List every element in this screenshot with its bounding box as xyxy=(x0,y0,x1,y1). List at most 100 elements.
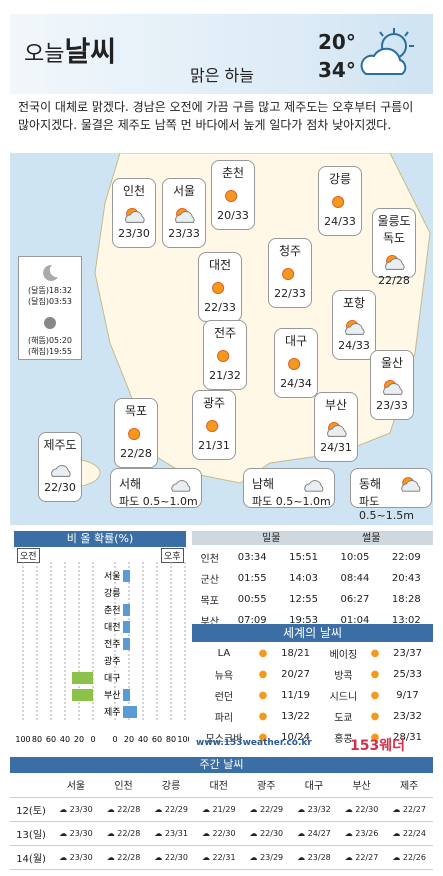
city-name: 울릉도 독도 xyxy=(377,214,411,245)
weekly-col: 광주 xyxy=(242,773,291,798)
axis-tick: 100 xyxy=(177,735,189,744)
sun-icon xyxy=(282,267,295,281)
world-title: 세계의 날씨 xyxy=(192,624,433,642)
rain-city: 대구 xyxy=(104,673,121,684)
sea-card: 동해 파도 0.5~1.5m xyxy=(350,468,432,522)
city-card: 부산 24/31 xyxy=(314,392,358,462)
tide-row: 부산 07:09 19:53 01:04 13:02 xyxy=(200,615,421,628)
am-bar xyxy=(72,672,93,684)
city-temp: 24/33 xyxy=(338,339,370,352)
sun-cloud-icon xyxy=(383,379,403,395)
world-row: 파리 ● 13/22 도쿄 ● 23/32 xyxy=(214,711,422,724)
pm-bar xyxy=(123,706,137,718)
world-row: 모스크바 ● 10/24 홍콩 ● 28/31 xyxy=(205,732,422,745)
weekly-col: 강릉 xyxy=(147,773,195,798)
header-banner xyxy=(10,14,433,94)
city-name: 청주 xyxy=(278,244,302,258)
rain-city: 제주 xyxy=(104,707,121,718)
world-row: 뉴욕 ● 20/27 방콕 ● 25/33 xyxy=(214,669,422,682)
axis-tick: 60 xyxy=(46,735,56,744)
city-card: 인천 23/30 xyxy=(112,178,156,248)
rain-city: 대전 xyxy=(104,622,121,633)
weekly-col: 대전 xyxy=(194,773,243,798)
axis-tick: 40 xyxy=(60,735,70,744)
city-name: 부산 xyxy=(324,398,348,412)
sea-name: 서해 xyxy=(119,477,142,491)
pm-bar xyxy=(123,638,130,650)
city-name: 춘천 xyxy=(221,166,245,180)
city-card: 서울 23/33 xyxy=(162,178,206,248)
weekly-col: 제주 xyxy=(385,773,433,798)
city-temp: 20/33 xyxy=(217,209,249,222)
site-url[interactable]: www.153weather.co.kr xyxy=(196,738,312,748)
city-temp: 23/30 xyxy=(118,227,150,240)
rain-city: 춘천 xyxy=(104,605,121,616)
forecast-description: 전국이 대체로 맑겠다. 경남은 오전에 가끔 구름 많고 제주도는 오후부터 … xyxy=(18,100,414,132)
weekly-table: 서울 인천 강릉 대전 광주 대구 부산 제주 12(토) ☁ 23/30 ☁ 22/28 ☁ 22/… xyxy=(10,773,433,870)
city-temp: 21/31 xyxy=(198,439,230,452)
city-card: 춘천 20/33 xyxy=(211,160,255,230)
city-temp: 24/31 xyxy=(320,441,352,454)
sun-cloud-icon xyxy=(360,28,414,75)
weekly-row: 14(월) ☁ 23/30 ☁ 22/28 ☁ 22/30 ☁ 22/31 ☁ 23/29… xyxy=(10,845,433,870)
tide-row: 목포 00:55 12:55 06:27 18:28 xyxy=(200,594,421,607)
city-name: 포항 xyxy=(342,296,366,310)
sun-cloud-icon xyxy=(175,207,195,223)
pm-bar xyxy=(123,689,130,701)
city-card: 제주도 22/30 xyxy=(38,432,82,502)
sea-wave: 파도 0.5~1.0m xyxy=(252,495,331,508)
am-bar xyxy=(72,689,93,701)
tide-row: 군산 01:55 14:03 08:44 20:43 xyxy=(200,573,421,586)
axis-tick: 100 xyxy=(15,735,30,744)
city-name: 강릉 xyxy=(328,172,352,186)
weekly-col: 서울 xyxy=(52,773,100,798)
city-temp: 22/28 xyxy=(120,447,152,460)
axis-tick: 60 xyxy=(152,735,162,744)
world-row: 런던 ● 11/19 시드니 ● 9/17 xyxy=(214,690,419,703)
sun-icon xyxy=(206,419,219,433)
city-card: 울산 23/33 xyxy=(370,350,414,420)
cloud-icon xyxy=(304,480,324,492)
am-label: 오전 xyxy=(17,548,40,563)
pm-label: 오후 xyxy=(161,548,184,563)
city-card: 광주 21/31 xyxy=(192,390,236,460)
rain-city: 부산 xyxy=(104,690,121,701)
sun-cloud-icon xyxy=(401,477,421,492)
sun-icon xyxy=(288,357,301,371)
cloud-icon xyxy=(171,480,191,492)
city-temp: 24/34 xyxy=(280,377,312,390)
city-card: 대구 24/34 xyxy=(274,328,318,398)
city-name: 인천 xyxy=(122,184,146,198)
city-temp: 22/28 xyxy=(378,274,410,287)
sun-cloud-icon xyxy=(385,254,405,270)
weekly-col: 대구 xyxy=(290,773,338,798)
city-temp: 22/30 xyxy=(44,481,76,494)
weekly-title: 주간 날씨 xyxy=(10,757,433,773)
axis-tick: 40 xyxy=(138,735,148,744)
city-name: 대전 xyxy=(208,258,232,272)
city-name: 목포 xyxy=(124,404,148,418)
city-name: 서울 xyxy=(172,184,196,198)
city-temp: 22/33 xyxy=(204,301,236,314)
sky-status: 맑은 하늘 xyxy=(190,66,254,85)
city-card: 대전 22/33 xyxy=(198,252,242,322)
city-temp: 23/33 xyxy=(168,227,200,240)
sun-icon xyxy=(217,349,230,363)
city-name: 광주 xyxy=(202,396,226,410)
sea-name: 동해 xyxy=(359,477,382,491)
tide-header: 밀물 썰물 xyxy=(192,531,433,545)
axis-tick: 80 xyxy=(166,735,176,744)
axis-tick: 20 xyxy=(74,735,84,744)
sea-card: 서해 파도 0.5~1.0m xyxy=(110,468,202,508)
city-temp: 24/33 xyxy=(324,215,356,228)
tide-row: 인천 03:34 15:51 10:05 22:09 xyxy=(200,552,421,565)
tide-table: 인천 03:34 15:51 10:05 22:09 군산 01:55 14:03 08:44 2… xyxy=(192,546,433,632)
city-card: 청주 22/33 xyxy=(268,238,312,308)
rain-city: 전주 xyxy=(104,639,121,650)
sea-name: 남해 xyxy=(252,477,275,491)
city-temp: 23/33 xyxy=(376,399,408,412)
rain-city: 강릉 xyxy=(104,588,121,599)
sun-icon xyxy=(128,427,141,441)
axis-tick: 80 xyxy=(32,735,42,744)
